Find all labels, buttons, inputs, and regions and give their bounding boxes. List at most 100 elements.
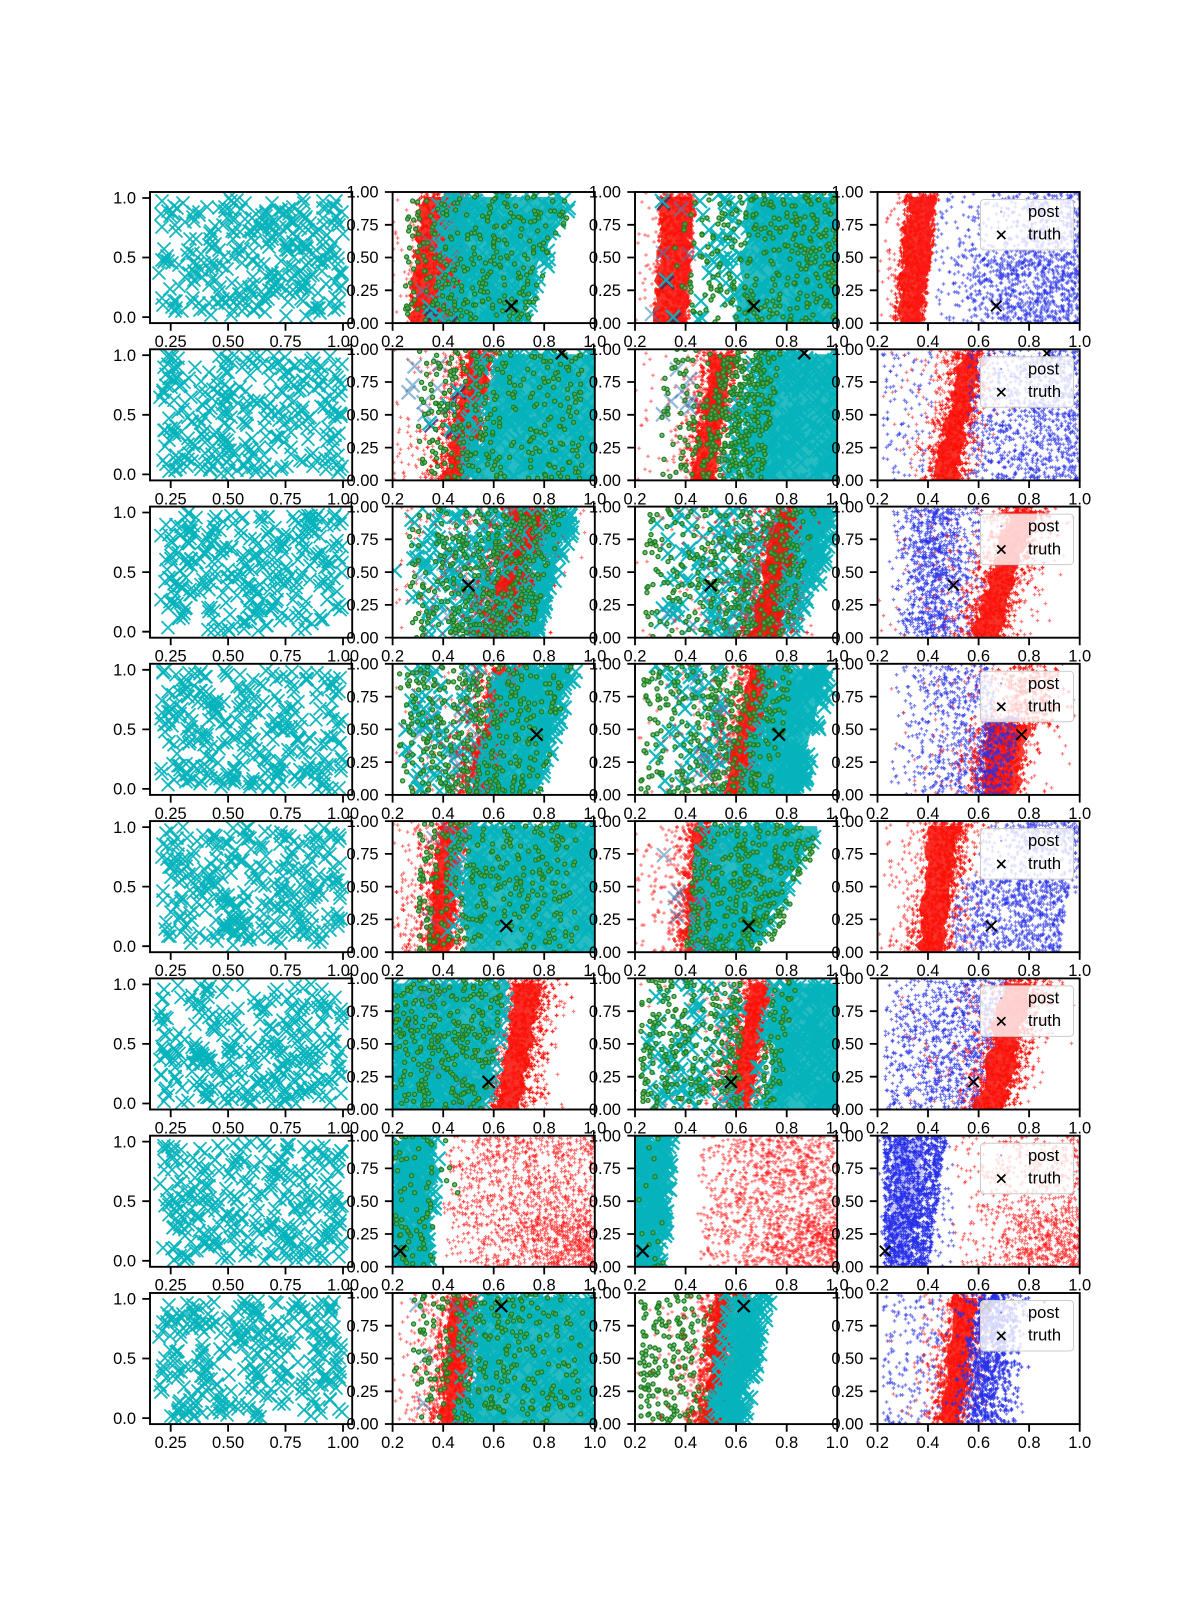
svg-text:0.50: 0.50 [212, 490, 244, 508]
svg-text:0.00: 0.00 [346, 315, 378, 333]
svg-text:0.6: 0.6 [482, 490, 505, 508]
svg-text:1.0: 1.0 [113, 1291, 136, 1309]
svg-text:1.00: 1.00 [346, 1127, 378, 1145]
svg-text:truth: truth [1028, 698, 1061, 716]
svg-text:0.25: 0.25 [346, 1383, 378, 1401]
svg-text:0.25: 0.25 [346, 439, 378, 457]
svg-text:1.00: 1.00 [831, 656, 863, 674]
svg-text:0.00: 0.00 [831, 1101, 863, 1119]
svg-text:0.50: 0.50 [346, 878, 378, 896]
svg-text:0.0: 0.0 [113, 466, 136, 484]
svg-text:0.00: 0.00 [589, 472, 621, 490]
svg-text:0.0: 0.0 [113, 1253, 136, 1271]
svg-text:post: post [1028, 518, 1060, 536]
svg-text:0.50: 0.50 [589, 721, 621, 739]
svg-text:0.00: 0.00 [589, 315, 621, 333]
svg-text:1.00: 1.00 [831, 970, 863, 988]
svg-text:1.00: 1.00 [346, 498, 378, 516]
svg-text:0.2: 0.2 [381, 1434, 404, 1452]
svg-text:0.50: 0.50 [831, 249, 863, 267]
svg-text:0.75: 0.75 [346, 688, 378, 706]
svg-text:1.00: 1.00 [346, 184, 378, 202]
svg-text:truth: truth [1028, 1327, 1061, 1345]
svg-text:0.00: 0.00 [346, 787, 378, 805]
svg-text:0.4: 0.4 [432, 1434, 455, 1452]
svg-text:0.50: 0.50 [589, 1036, 621, 1054]
svg-text:0.25: 0.25 [589, 1383, 621, 1401]
svg-text:0.00: 0.00 [346, 1416, 378, 1434]
svg-text:0.4: 0.4 [674, 490, 697, 508]
svg-text:0.50: 0.50 [589, 564, 621, 582]
svg-text:truth: truth [1028, 226, 1061, 244]
svg-text:truth: truth [1028, 855, 1061, 873]
svg-text:0.50: 0.50 [346, 1350, 378, 1368]
svg-text:0.50: 0.50 [346, 564, 378, 582]
svg-text:1.00: 1.00 [831, 498, 863, 516]
svg-text:1.00: 1.00 [831, 184, 863, 202]
svg-text:1.00: 1.00 [589, 813, 621, 831]
svg-text:0.00: 0.00 [589, 629, 621, 647]
svg-text:0.4: 0.4 [917, 1434, 940, 1452]
svg-text:0.50: 0.50 [346, 249, 378, 267]
svg-text:0.4: 0.4 [674, 1434, 697, 1452]
svg-text:truth: truth [1028, 540, 1061, 558]
svg-text:0.00: 0.00 [589, 944, 621, 962]
svg-text:0.75: 0.75 [589, 217, 621, 235]
svg-text:post: post [1028, 360, 1060, 378]
svg-text:0.75: 0.75 [831, 531, 863, 549]
svg-text:0.75: 0.75 [589, 374, 621, 392]
svg-text:0.25: 0.25 [589, 282, 621, 300]
svg-text:post: post [1028, 1304, 1060, 1322]
svg-text:0.25: 0.25 [346, 597, 378, 615]
svg-text:0.25: 0.25 [831, 1226, 863, 1244]
svg-text:0.2: 0.2 [866, 1277, 889, 1295]
svg-text:0.75: 0.75 [589, 1003, 621, 1021]
svg-text:1.0: 1.0 [1068, 1434, 1091, 1452]
svg-text:0.8: 0.8 [1018, 1277, 1041, 1295]
svg-text:0.75: 0.75 [831, 688, 863, 706]
svg-text:1.00: 1.00 [589, 1285, 621, 1303]
svg-text:0.00: 0.00 [346, 1101, 378, 1119]
svg-text:0.50: 0.50 [346, 407, 378, 425]
svg-text:0.6: 0.6 [725, 1277, 748, 1295]
svg-text:0.25: 0.25 [831, 1383, 863, 1401]
svg-text:1.00: 1.00 [589, 498, 621, 516]
svg-text:truth: truth [1028, 383, 1061, 401]
svg-text:0.25: 0.25 [155, 1434, 187, 1452]
svg-text:1.00: 1.00 [346, 341, 378, 359]
svg-text:0.75: 0.75 [589, 1160, 621, 1178]
svg-text:0.25: 0.25 [155, 1277, 187, 1295]
svg-text:0.8: 0.8 [533, 1434, 556, 1452]
svg-text:0.5: 0.5 [113, 1193, 136, 1211]
svg-text:0.6: 0.6 [482, 1277, 505, 1295]
svg-text:0.00: 0.00 [589, 1101, 621, 1119]
svg-text:0.50: 0.50 [212, 1434, 244, 1452]
svg-text:0.50: 0.50 [346, 1036, 378, 1054]
svg-text:1.00: 1.00 [346, 813, 378, 831]
svg-text:0.4: 0.4 [674, 1277, 697, 1295]
svg-text:0.2: 0.2 [866, 1434, 889, 1452]
svg-text:0.75: 0.75 [346, 531, 378, 549]
svg-text:1.00: 1.00 [346, 1285, 378, 1303]
svg-text:0.5: 0.5 [113, 1036, 136, 1054]
svg-text:0.8: 0.8 [1018, 490, 1041, 508]
svg-text:0.5: 0.5 [113, 721, 136, 739]
svg-text:0.50: 0.50 [831, 721, 863, 739]
svg-text:0.75: 0.75 [831, 1317, 863, 1335]
svg-text:1.00: 1.00 [589, 184, 621, 202]
svg-text:1.0: 1.0 [1068, 490, 1091, 508]
svg-text:0.75: 0.75 [346, 374, 378, 392]
svg-text:0.50: 0.50 [346, 1193, 378, 1211]
svg-text:1.0: 1.0 [113, 662, 136, 680]
svg-text:0.75: 0.75 [269, 1434, 301, 1452]
svg-text:0.5: 0.5 [113, 1350, 136, 1368]
svg-text:0.8: 0.8 [775, 490, 798, 508]
svg-text:0.25: 0.25 [346, 1226, 378, 1244]
svg-text:0.0: 0.0 [113, 1410, 136, 1428]
svg-text:post: post [1028, 675, 1060, 693]
svg-text:0.50: 0.50 [589, 249, 621, 267]
svg-text:0.00: 0.00 [831, 787, 863, 805]
svg-text:0.00: 0.00 [831, 629, 863, 647]
svg-text:0.6: 0.6 [967, 1434, 990, 1452]
svg-text:0.50: 0.50 [831, 1193, 863, 1211]
